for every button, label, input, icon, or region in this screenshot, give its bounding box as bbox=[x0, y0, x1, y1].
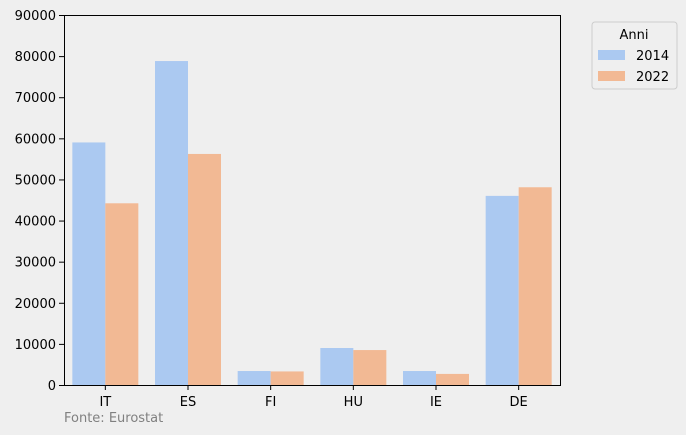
x-tick-label-ES: ES bbox=[180, 395, 196, 410]
y-tick-label-30000: 30000 bbox=[15, 256, 56, 271]
legend-title: Anni bbox=[620, 28, 649, 43]
y-tick-label-20000: 20000 bbox=[15, 297, 56, 312]
bar-FI-2022 bbox=[270, 371, 304, 385]
x-axis: IT ES FI HU IE DE bbox=[99, 385, 528, 410]
y-tick-label-50000: 50000 bbox=[15, 173, 56, 188]
bar-IE-2014 bbox=[403, 371, 436, 385]
x-tick-label-FI: FI bbox=[265, 395, 276, 410]
y-tick-label-70000: 70000 bbox=[15, 91, 56, 106]
y-axis: 0 10000 20000 30000 40000 50000 60000 70000 8000… bbox=[15, 9, 64, 394]
y-tick-label-10000: 10000 bbox=[15, 338, 56, 353]
bar-HU-2022 bbox=[353, 350, 387, 385]
y-tick-label-60000: 60000 bbox=[15, 132, 56, 147]
bar-ES-2022 bbox=[188, 153, 221, 385]
y-tick-label-90000: 90000 bbox=[15, 9, 56, 24]
legend-swatch-2022 bbox=[598, 71, 625, 81]
bar-DE-2014 bbox=[485, 195, 519, 385]
bar-IT-2014 bbox=[72, 142, 106, 385]
legend-swatch-2014 bbox=[598, 50, 625, 60]
bar-DE-2022 bbox=[518, 187, 552, 385]
legend: Anni 2014 2022 bbox=[591, 21, 678, 90]
legend-label-2022: 2022 bbox=[636, 70, 669, 85]
source-note: Fonte: Eurostat bbox=[64, 411, 163, 426]
y-tick-label-40000: 40000 bbox=[15, 215, 56, 230]
y-tick-label-0: 0 bbox=[48, 379, 56, 394]
x-tick-label-IT: IT bbox=[99, 395, 111, 410]
legend-label-2014: 2014 bbox=[636, 49, 669, 64]
bars-group bbox=[72, 61, 552, 386]
bar-ES-2014 bbox=[155, 61, 188, 386]
bar-HU-2014 bbox=[320, 348, 354, 385]
x-tick-label-IE: IE bbox=[430, 395, 442, 410]
x-tick-label-DE: DE bbox=[510, 395, 528, 410]
bar-FI-2014 bbox=[237, 371, 271, 385]
bar-IT-2022 bbox=[105, 203, 139, 385]
bar-IE-2022 bbox=[436, 373, 469, 385]
x-tick-label-HU: HU bbox=[344, 395, 363, 410]
y-tick-label-80000: 80000 bbox=[15, 50, 56, 65]
plot-frame bbox=[64, 15, 561, 386]
plot-area bbox=[64, 15, 560, 385]
